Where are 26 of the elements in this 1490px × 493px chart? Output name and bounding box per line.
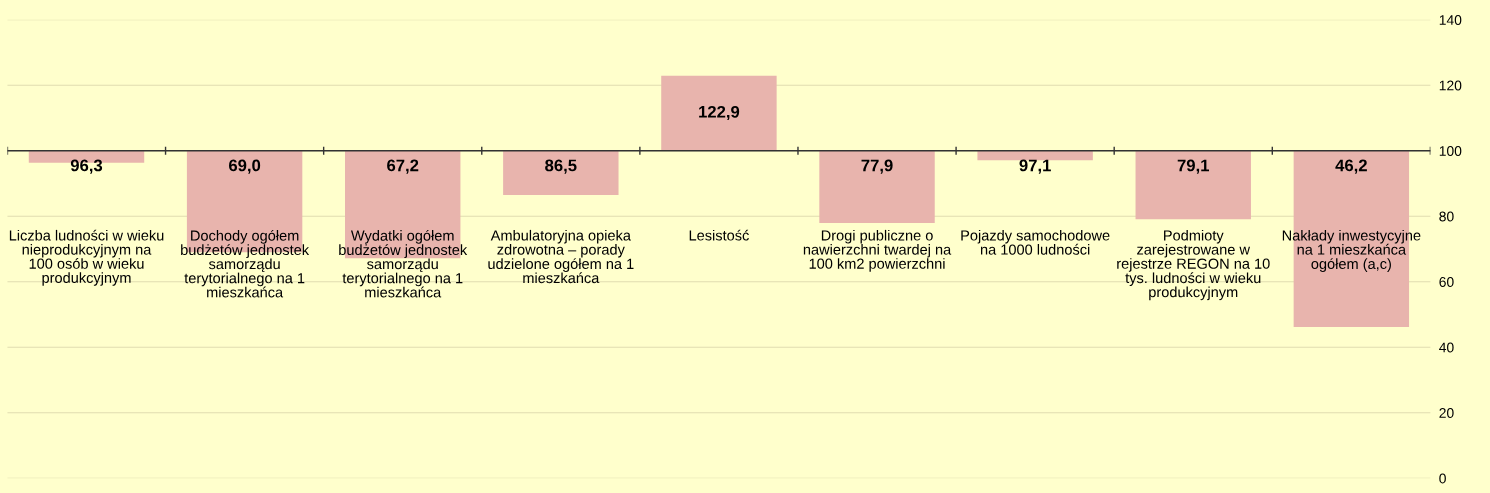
data-label: 122,9	[699, 105, 740, 121]
x-tick-label: Drogi publiczne o nawierzchni twardej na 100 km2 powierzchni	[803, 229, 952, 272]
data-label: 67,2	[387, 159, 419, 174]
y-tick-label: 20	[1439, 408, 1454, 418]
data-label: 97,1	[1019, 159, 1051, 174]
x-tick-label: Lesistość	[689, 229, 749, 241]
x-tick-label: Liczba ludności w wieku nieprodukcyjnym na 100 osób w wieku produkcyjnym	[9, 229, 164, 286]
x-tick-label: Podmioty zarejestrowane w rejestrze REGON na 10 tys. ludności w wieku produkcyjnym	[1117, 229, 1270, 301]
data-label: 79,1	[1177, 159, 1209, 174]
x-tick-label: Ambulatoryjna opieka zdrowotna – porady udzielone ogółem na 1 mieszkańca	[488, 229, 634, 284]
y-tick-label: 100	[1439, 146, 1462, 156]
data-label: 86,5	[545, 159, 577, 174]
y-tick-label: 0	[1439, 473, 1446, 484]
x-tick-label: Nakłady inwestycyjne na 1 mieszkańca ogółem (a,c)	[1282, 229, 1421, 272]
x-tick-label: Wydatki ogółem budżetów jednostek samorządu terytorialnego na 1 mieszkańca	[339, 229, 468, 298]
y-tick-label: 60	[1439, 277, 1454, 287]
data-label: 96,3	[70, 159, 103, 174]
y-tick-label: 140	[1439, 15, 1462, 25]
x-tick-label: Dochody ogółem budżetów jednostek samorządu terytorialnego na 1 mieszkańca	[181, 229, 310, 298]
y-tick-label: 40	[1439, 342, 1454, 353]
y-tick-label: 80	[1439, 211, 1454, 222]
y-tick-label: 120	[1439, 80, 1462, 91]
data-label: 46,2	[1335, 159, 1367, 174]
x-tick-label: Pojazdy samochodowe na 1000 ludności	[961, 229, 1110, 255]
data-label: 77,9	[861, 159, 893, 174]
data-label: 69,0	[229, 159, 261, 174]
